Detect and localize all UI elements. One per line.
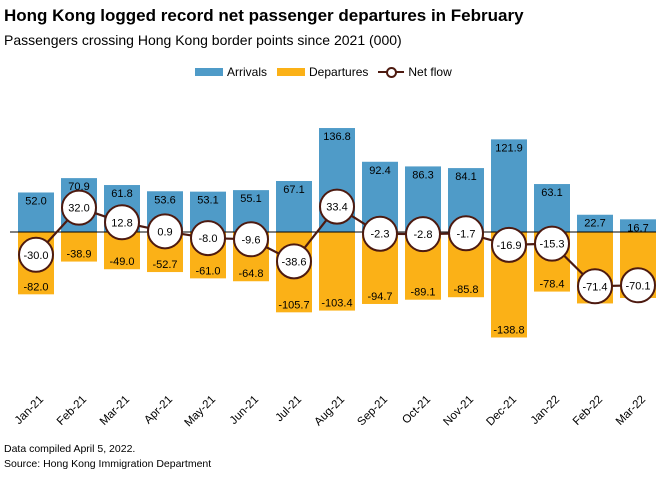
legend-item-net-flow: .line-key:before{background:#4d1a10} Net… — [378, 65, 452, 79]
net-flow-point — [405, 216, 441, 253]
footnote: Data compiled April 5, 2022. — [4, 443, 136, 455]
net-flow-data-label: -1.7 — [457, 228, 476, 240]
departures-data-label: -103.4 — [321, 298, 352, 310]
departures-data-label: -89.1 — [410, 287, 435, 299]
legend-label-departures: Departures — [309, 65, 369, 79]
net-flow-line-key: .line-key:before{background:#4d1a10} — [378, 66, 405, 78]
arrivals-data-label: 67.1 — [283, 184, 304, 196]
net-flow-point — [147, 213, 183, 250]
net-flow-data-label: -70.1 — [625, 280, 650, 292]
departures-data-label: -85.8 — [453, 284, 478, 296]
departures-bar — [61, 232, 97, 262]
arrivals-bar — [491, 139, 527, 232]
net-flow-data-label: -2.3 — [371, 229, 390, 241]
chart-title: Hong Kong logged record net passenger de… — [4, 6, 524, 25]
arrivals-bar — [620, 219, 656, 232]
net-flow-data-label: 33.4 — [326, 202, 347, 214]
departures-data-label: -49.0 — [109, 256, 134, 268]
x-tick-label: Aug-21 — [312, 394, 347, 429]
x-tick-label: Feb-21 — [55, 394, 89, 428]
net-flow-point — [491, 226, 527, 263]
net-flow-data-label: 0.9 — [157, 226, 172, 238]
departures-data-label: -138.8 — [493, 324, 524, 336]
arrivals-data-label: 121.9 — [495, 142, 523, 154]
departures-data-label: -52.7 — [152, 259, 177, 271]
legend-item-arrivals: Arrivals — [195, 65, 267, 79]
arrivals-bar — [18, 192, 54, 232]
net-flow-data-label: -16.9 — [496, 240, 521, 252]
net-flow-point — [362, 215, 398, 252]
departures-data-label: -64.8 — [238, 268, 263, 280]
source-note: Source: Hong Kong Immigration Department — [4, 458, 212, 470]
x-tick-label: Jul-21 — [273, 394, 304, 425]
net-flow-data-label: -30.0 — [23, 250, 48, 262]
x-tick-label: Nov-21 — [441, 394, 476, 429]
chart-plot: 52.0 -82.0 Jan-21 70.9 -38.9 Feb-21 61.8 -49.0 M… — [10, 128, 656, 430]
net-flow-point — [620, 267, 656, 304]
net-flow-point — [233, 221, 269, 258]
net-flow-point — [319, 188, 355, 225]
x-tick-label: Dec-21 — [484, 394, 519, 429]
x-tick-label: Mar-21 — [98, 394, 132, 428]
net-flow-data-label: 12.8 — [111, 217, 132, 229]
legend-item-departures: Departures — [277, 65, 368, 79]
x-tick-label: Jan-22 — [529, 394, 562, 427]
legend-label-arrivals: Arrivals — [227, 65, 268, 79]
arrivals-data-label: 52.0 — [25, 195, 46, 207]
net-flow-point — [18, 236, 54, 273]
net-flow-point — [190, 220, 226, 257]
net-flow-point — [276, 243, 312, 280]
x-tick-label: Sep-21 — [355, 394, 390, 429]
x-tick-label: May-21 — [183, 394, 219, 430]
net-flow-data-label: -8.0 — [199, 233, 218, 245]
arrivals-data-label: 92.4 — [369, 165, 390, 177]
legend-label-net-flow: Net flow — [408, 65, 452, 79]
arrivals-bar — [577, 214, 613, 232]
x-tick-label: Apr-21 — [142, 394, 175, 427]
departures-data-label: -82.0 — [23, 281, 48, 293]
x-tick-label: Jun-21 — [228, 394, 261, 427]
arrivals-data-label: 53.1 — [197, 195, 218, 207]
arrivals-data-label: 84.1 — [455, 171, 476, 183]
arrivals-data-label: 61.8 — [111, 188, 132, 200]
departures-data-label: -94.7 — [367, 291, 392, 303]
arrivals-data-label: 63.1 — [541, 187, 562, 199]
net-flow-data-label: -38.6 — [281, 256, 306, 268]
x-tick-label: Feb-22 — [571, 394, 605, 428]
net-flow-point — [448, 215, 484, 252]
departures-swatch — [277, 68, 306, 76]
net-flow-data-label: -9.6 — [242, 234, 261, 246]
arrivals-data-label: 86.3 — [412, 169, 433, 181]
arrivals-bar — [276, 181, 312, 232]
departures-bar — [319, 232, 355, 311]
x-tick-label: Jan-21 — [13, 394, 46, 427]
departures-data-label: -78.4 — [539, 279, 564, 291]
chart-subtitle: Passengers crossing Hong Kong border poi… — [4, 32, 402, 48]
arrivals-data-label: 22.7 — [584, 218, 605, 230]
net-flow-data-label: 32.0 — [68, 203, 89, 215]
net-flow-point — [61, 189, 97, 226]
arrivals-data-label: 16.7 — [627, 222, 648, 234]
x-tick-label: Mar-22 — [614, 394, 648, 428]
net-flow-point — [104, 204, 140, 241]
net-flow-data-label: -71.4 — [582, 281, 607, 293]
x-tick-label: Oct-21 — [400, 394, 433, 427]
net-flow-data-label: -15.3 — [539, 239, 564, 251]
arrivals-data-label: 136.8 — [323, 131, 351, 143]
net-flow-point — [534, 225, 570, 262]
arrivals-data-label: 55.1 — [240, 193, 261, 205]
net-flow-data-label: -2.8 — [414, 229, 433, 241]
departures-data-label: -105.7 — [278, 299, 309, 311]
departures-data-label: -61.0 — [195, 265, 220, 277]
arrivals-data-label: 53.6 — [154, 194, 175, 206]
net-flow-point — [577, 268, 613, 305]
arrivals-bar — [534, 184, 570, 232]
departures-data-label: -38.9 — [66, 249, 91, 261]
legend: Arrivals Departures .line-key:before{bac… — [195, 64, 452, 80]
arrivals-data-label: 70.9 — [68, 181, 89, 193]
arrivals-swatch — [195, 68, 223, 76]
